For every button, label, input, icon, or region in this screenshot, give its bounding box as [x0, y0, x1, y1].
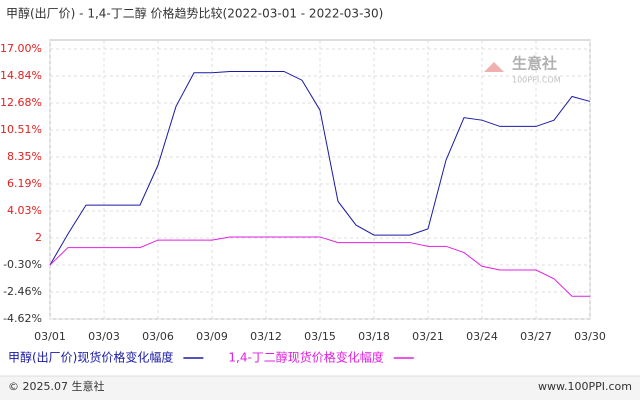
y-tick-label: 17.00%: [0, 42, 42, 55]
chart-title: 甲醇(出厂价) - 1,4-丁二醇 价格趋势比较(2022-03-01 - 20…: [6, 6, 383, 21]
y-tick-label: 6.19%: [7, 177, 42, 190]
x-tick-label: 03/06: [142, 330, 174, 343]
y-tick-label: -2.46%: [3, 285, 42, 298]
series-line: [49, 236, 590, 297]
y-tick-label: 12.68%: [0, 96, 42, 109]
x-tick-label: 03/03: [88, 330, 120, 343]
y-tick-label: 10.51%: [0, 123, 42, 136]
y-tick-label: 14.84%: [0, 69, 42, 82]
x-tick-label: 03/09: [196, 330, 228, 343]
footer-bg: [0, 376, 640, 400]
x-tick-label: 03/30: [574, 330, 606, 343]
x-tick-label: 03/24: [466, 330, 498, 343]
x-tick-label: 03/27: [520, 330, 552, 343]
watermark-logo: [484, 62, 504, 72]
legend-label: 甲醇(出厂价)现货价格变化幅度: [8, 350, 173, 365]
footer-right: www.100PPI.com: [538, 380, 632, 393]
x-tick-label: 03/12: [250, 330, 282, 343]
x-tick-label: 03/01: [34, 330, 66, 343]
y-tick-label: 8.35%: [7, 150, 42, 163]
y-tick-label: -4.62%: [3, 312, 42, 325]
y-tick-label: 4.03%: [7, 204, 42, 217]
x-tick-label: 03/21: [412, 330, 444, 343]
footer-left: © 2025.07 生意社: [8, 379, 104, 393]
watermark: 生意社: [512, 55, 557, 73]
series-line: [49, 70, 591, 266]
x-tick-label: 03/18: [358, 330, 390, 343]
x-tick-label: 03/15: [304, 330, 336, 343]
y-tick-label: 2: [35, 231, 42, 244]
legend-label: 1,4-丁二醇现货价格变化幅度: [228, 350, 383, 365]
watermark-sub: 100PPI.COM: [512, 76, 561, 85]
y-tick-label: -0.30%: [3, 258, 42, 271]
